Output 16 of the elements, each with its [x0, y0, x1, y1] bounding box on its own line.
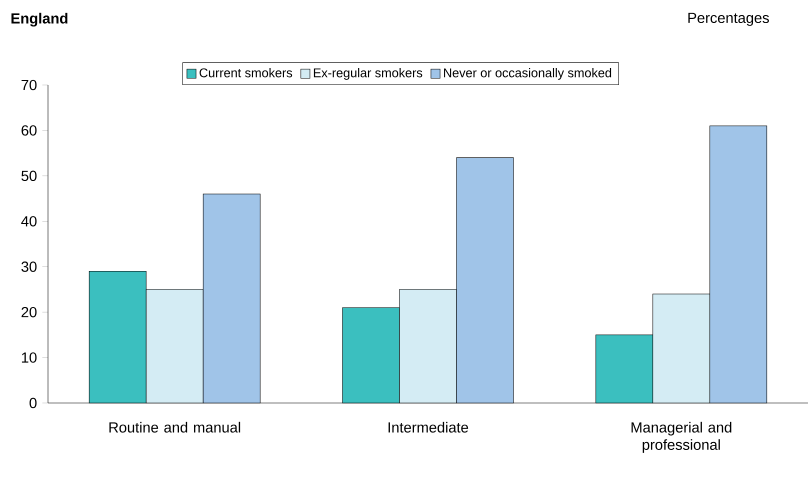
y-tick-label: 0 [30, 398, 37, 408]
legend-label: Ex-regular smokers [314, 68, 422, 80]
legend-label: Current smokers [200, 68, 292, 78]
y-axis-title: Percentages [688, 12, 769, 26]
x-tick-label: Routine and manual [109, 422, 240, 433]
y-tick-label: 40 [21, 216, 37, 226]
y-tick-label: 70 [22, 80, 37, 90]
x-tick-label: Managerial and professional [632, 422, 732, 453]
chart-title: England [11, 12, 68, 27]
y-tick-label: 50 [21, 170, 37, 182]
y-tick-label: 30 [21, 262, 37, 272]
legend-label: Never or occasionally smoked [444, 68, 612, 80]
y-tick-label: 20 [22, 306, 37, 318]
y-tick-label: 60 [22, 125, 37, 136]
x-tick-label: Intermediate [388, 422, 468, 433]
y-tick-label: 10 [22, 352, 37, 363]
